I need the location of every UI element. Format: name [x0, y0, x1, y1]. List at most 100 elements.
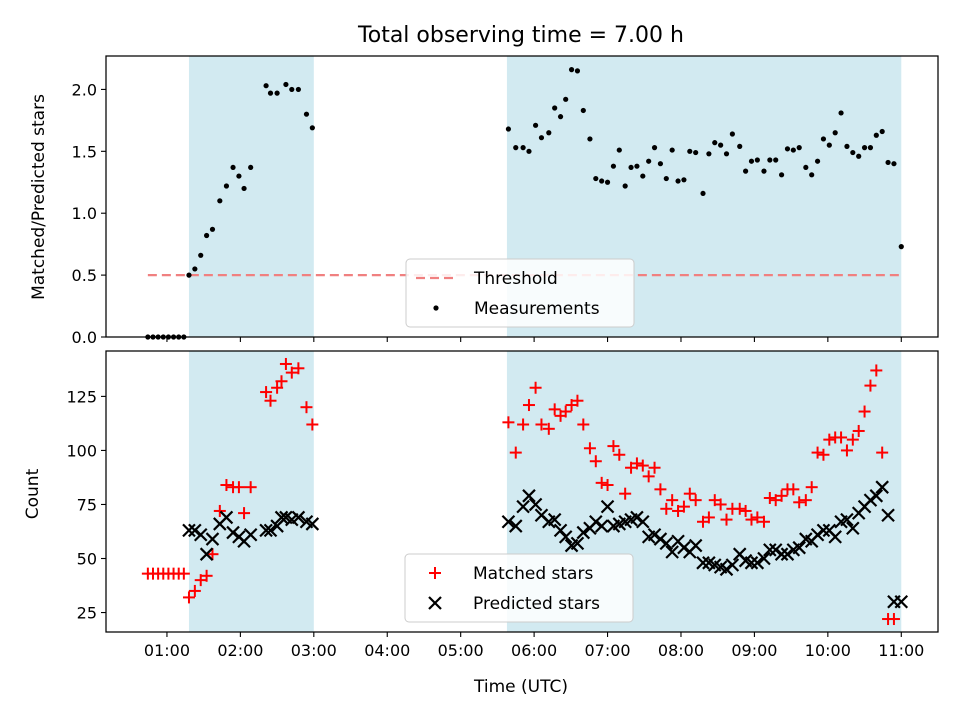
data-point	[594, 519, 609, 533]
y-tick-label: 100	[66, 441, 97, 460]
data-point	[613, 448, 626, 461]
data-point	[739, 504, 752, 517]
data-point	[654, 483, 667, 496]
data-point	[206, 548, 219, 561]
data-point	[712, 140, 718, 146]
data-point	[275, 375, 288, 388]
data-point	[198, 252, 204, 258]
data-point	[571, 394, 584, 407]
data-point	[828, 530, 842, 544]
series-measurements	[145, 67, 904, 340]
data-point	[305, 517, 320, 531]
legend-label: Measurements	[474, 299, 600, 319]
data-point	[593, 175, 599, 182]
data-point	[595, 476, 608, 489]
data-point	[881, 508, 895, 523]
data-point	[574, 68, 581, 74]
data-point	[516, 499, 530, 514]
shaded-interval	[188, 56, 314, 337]
data-point	[219, 510, 234, 525]
data-point	[263, 83, 269, 89]
data-point	[559, 405, 572, 418]
data-point	[642, 470, 655, 483]
data-point	[601, 479, 614, 492]
x-tick-label: 11:00	[878, 641, 924, 660]
data-point	[538, 135, 545, 141]
data-point	[520, 145, 526, 151]
data-point	[217, 198, 223, 204]
data-point	[200, 569, 213, 582]
data-point	[665, 545, 679, 559]
data-point	[870, 364, 883, 377]
data-point	[750, 556, 765, 570]
data-point	[186, 272, 192, 278]
data-point	[220, 479, 233, 492]
data-point	[867, 145, 874, 151]
data-point	[875, 480, 889, 494]
series-predicted-stars	[182, 480, 909, 609]
legend-label: Threshold	[473, 269, 558, 289]
x-tick-label: 09:00	[731, 641, 777, 660]
y-tick-label: 0.0	[72, 328, 97, 347]
data-point	[182, 523, 196, 538]
x-tick-label: 01:00	[144, 641, 190, 660]
legend-swatch	[433, 305, 439, 311]
data-point	[576, 525, 591, 540]
data-point	[820, 136, 827, 142]
data-point	[814, 158, 821, 164]
data-point	[846, 433, 859, 446]
data-point	[894, 594, 909, 609]
data-point	[177, 567, 190, 580]
data-point	[636, 514, 650, 529]
data-point	[309, 125, 315, 131]
data-point	[809, 172, 815, 178]
data-point	[248, 164, 254, 171]
data-point	[799, 494, 812, 507]
data-point	[646, 158, 652, 164]
data-point	[864, 379, 877, 392]
data-point	[840, 512, 854, 527]
data-point	[729, 131, 735, 137]
data-point	[628, 164, 634, 171]
data-point	[852, 424, 865, 437]
data-point	[182, 591, 195, 604]
data-point	[604, 179, 611, 185]
data-point	[858, 405, 871, 418]
data-point	[580, 107, 586, 114]
y-tick-label: 75	[77, 495, 97, 514]
data-point	[850, 149, 856, 156]
data-point	[879, 128, 885, 135]
bottom-panel-frame	[105, 350, 939, 633]
data-point	[542, 422, 555, 435]
y-tick-label: 2.0	[72, 80, 97, 99]
legend-box	[404, 553, 634, 623]
data-point	[532, 122, 539, 128]
data-point	[689, 494, 702, 507]
bottom-panel-y-axis-label: Count	[23, 468, 43, 519]
data-point	[887, 613, 900, 626]
y-tick-label: 1.5	[72, 142, 97, 161]
data-point	[274, 90, 280, 96]
data-point	[558, 530, 573, 544]
data-point	[706, 151, 712, 157]
data-point	[522, 489, 536, 503]
data-point	[763, 491, 776, 504]
data-point	[816, 523, 831, 538]
x-tick-label: 06:00	[511, 641, 557, 660]
data-point	[744, 556, 759, 570]
data-point	[718, 142, 724, 148]
legend-swatch	[428, 596, 442, 610]
data-point	[517, 418, 530, 431]
top-panel-legend: Threshold Measurements	[405, 258, 635, 328]
data-point	[230, 164, 236, 171]
legend-label: Predicted stars	[473, 594, 600, 614]
data-point	[748, 158, 755, 164]
data-point	[204, 232, 210, 239]
data-point	[840, 444, 853, 457]
data-point	[238, 507, 251, 520]
y-tick-label: 25	[77, 604, 97, 623]
data-point	[774, 547, 789, 561]
data-point	[775, 489, 788, 502]
data-point	[243, 527, 258, 542]
data-point	[660, 502, 673, 515]
